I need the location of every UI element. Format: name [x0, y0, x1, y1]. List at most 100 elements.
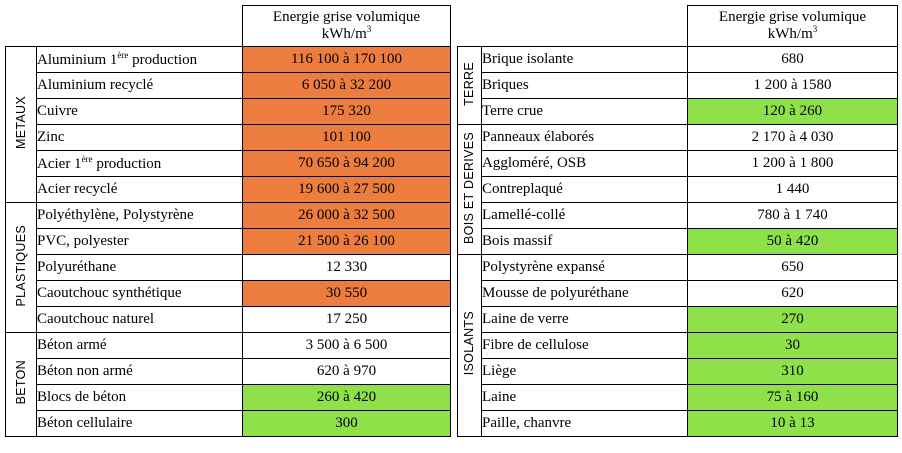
material-name: Acier recyclé [37, 181, 118, 197]
table-row: PVC, polyester 21 500 à 26 100 [6, 228, 451, 255]
material-cell: Briques [481, 72, 688, 99]
table-row: Terre crue 120 à 260 [458, 98, 898, 125]
material-name: Polyuréthane [37, 259, 117, 275]
table-row: Paille, chanvre 10 à 13 [458, 410, 898, 437]
material-name: Mousse de polyuréthane [482, 285, 629, 301]
energy-value-cell: 3 500 à 6 500 [242, 332, 451, 359]
material-name: Béton armé [37, 337, 107, 353]
energy-value-cell: 680 [687, 46, 898, 73]
header-unit-exponent: 3 [366, 24, 372, 34]
header-title: Energie grise volumique [272, 9, 421, 25]
material-name: Bois massif [482, 233, 553, 249]
energy-value-cell: 10 à 13 [687, 410, 898, 437]
material-cell: Acier 1ère production [36, 150, 243, 177]
material-name: Briques [482, 77, 529, 93]
category-terre: TERRE [457, 46, 482, 125]
column-header-energy: Energie grise volumique kWh/m3 [242, 5, 451, 47]
table-row: Béton non armé 620 à 970 [6, 358, 451, 385]
material-cell: PVC, polyester [36, 228, 243, 255]
table-header-row: Energie grise volumique kWh/m3 [458, 5, 898, 47]
material-name: Paille, chanvre [482, 415, 572, 431]
energy-value-cell: 101 100 [242, 124, 451, 151]
material-cell: Blocs de béton [36, 384, 243, 411]
category-isolants: ISOLANTS [457, 254, 482, 437]
material-cell: Contreplaqué [481, 176, 688, 203]
table-row: Laine 75 à 160 [458, 384, 898, 411]
category-label: TERRE [462, 61, 477, 106]
table-row: Zinc 101 100 [6, 124, 451, 151]
material-cell: Lamellé-collé [481, 202, 688, 229]
material-name: Caoutchouc naturel [37, 311, 155, 327]
material-cell: Brique isolante [481, 46, 688, 73]
category-plastiques: PLASTIQUES [5, 202, 37, 333]
material-cell: Cuivre [36, 98, 243, 125]
material-name: Zinc [37, 129, 65, 145]
energy-value-cell: 6 050 à 32 200 [242, 72, 451, 99]
energy-value-cell: 17 250 [242, 306, 451, 333]
left-energy-table: Energie grise volumique kWh/m3 METAUX Alu… [5, 5, 451, 437]
table-header-row: Energie grise volumique kWh/m3 [6, 5, 451, 47]
material-cell: Béton cellulaire [36, 410, 243, 437]
table-row: Polyuréthane 12 330 [6, 254, 451, 281]
material-superscript: ère [81, 154, 93, 164]
table-row: BOIS ET DERIVES Panneaux élaborés 2 170 à … [457, 124, 898, 255]
table-row: ISOLANTS Polystyrène expansé 650 [457, 254, 898, 437]
material-name: Acier 1 [37, 156, 82, 172]
table-row: Laine de verre 270 [458, 306, 898, 333]
category-label: PLASTIQUES [13, 224, 28, 307]
material-name: Fibre de cellulose [482, 337, 589, 353]
energy-value-cell: 1 200 à 1580 [687, 72, 898, 99]
material-name: Panneaux élaborés [482, 129, 595, 145]
column-header-energy: Energie grise volumique kWh/m3 [687, 5, 898, 47]
table-row: Acier recyclé 19 600 à 27 500 [6, 176, 451, 203]
energy-value-cell: 260 à 420 [242, 384, 451, 411]
material-cell: Terre crue [481, 98, 688, 125]
energy-value-cell: 75 à 160 [687, 384, 898, 411]
material-cell: Caoutchouc synthétique [36, 280, 243, 307]
table-row: Bois massif 50 à 420 [458, 228, 898, 255]
category-bois-et-derives: BOIS ET DERIVES [457, 124, 482, 255]
header-blank [37, 6, 243, 47]
header-title: Energie grise volumique [718, 9, 867, 25]
table-row: METAUX Aluminium 1ère production 116 100 à… [5, 46, 451, 203]
material-cell: Caoutchouc naturel [36, 306, 243, 333]
table-row: BETON Béton armé 3 500 à 6 500 [5, 332, 451, 437]
material-cell: Polystyrène expansé [481, 254, 688, 281]
material-name-suffix: production [128, 52, 198, 68]
material-name: Lamellé-collé [482, 207, 566, 223]
category-label: METAUX [13, 96, 28, 149]
table-row: Mousse de polyuréthane 620 [458, 280, 898, 307]
material-cell: Fibre de cellulose [481, 332, 688, 359]
table-row: Lamellé-collé 780 à 1 740 [458, 202, 898, 229]
material-cell: Aggloméré, OSB [481, 150, 688, 177]
material-cell: Polyéthylène, Polystyrène [36, 202, 243, 229]
energy-value-cell: 12 330 [242, 254, 451, 281]
material-name: Blocs de béton [37, 389, 127, 405]
material-name: Contreplaqué [482, 181, 563, 197]
material-cell: Mousse de polyuréthane [481, 280, 688, 307]
energy-value-cell: 26 000 à 32 500 [242, 202, 451, 229]
category-beton: BETON [5, 332, 37, 437]
table-row: Briques 1 200 à 1580 [458, 72, 898, 99]
energy-value-cell: 175 320 [242, 98, 451, 125]
header-blank [6, 6, 37, 47]
energy-value-cell: 30 550 [242, 280, 451, 307]
table-row: Contreplaqué 1 440 [458, 176, 898, 203]
material-cell: Liège [481, 358, 688, 385]
category-label: ISOLANTS [462, 311, 477, 376]
material-name: Aluminium recyclé [37, 77, 154, 93]
material-cell: Zinc [36, 124, 243, 151]
energy-value-cell: 310 [687, 358, 898, 385]
material-name: Polystyrène expansé [482, 259, 605, 275]
material-name: Aggloméré, OSB [482, 155, 587, 171]
material-name: Caoutchouc synthétique [37, 285, 182, 301]
header-blank [458, 6, 482, 47]
table-row: Acier 1ère production 70 650 à 94 200 [6, 150, 451, 177]
energy-value-cell: 50 à 420 [687, 228, 898, 255]
table-row: Béton cellulaire 300 [6, 410, 451, 437]
energy-value-cell: 2 170 à 4 030 [687, 124, 898, 151]
table-row: Cuivre 175 320 [6, 98, 451, 125]
energy-value-cell: 19 600 à 27 500 [242, 176, 451, 203]
material-name: Brique isolante [482, 51, 574, 67]
material-cell: Aluminium 1ère production [36, 46, 243, 73]
